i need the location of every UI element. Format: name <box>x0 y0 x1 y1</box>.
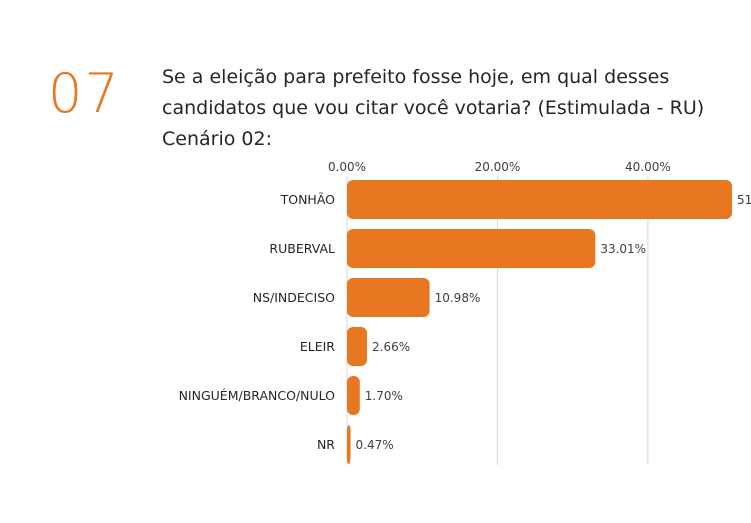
category-label: NINGUÉM/BRANCO/NULO <box>179 388 336 403</box>
bar <box>347 229 596 268</box>
category-label: NS/INDECISO <box>253 290 335 305</box>
x-tick-label: 20.00% <box>475 160 521 174</box>
value-label: 1.70% <box>365 389 403 403</box>
value-label: 2.66% <box>372 340 410 354</box>
value-label: 51.18% <box>737 193 751 207</box>
x-tick-label: 0.00% <box>328 160 366 174</box>
question-text: Se a eleição para prefeito fosse hoje, e… <box>162 66 705 150</box>
x-tick-label: 40.00% <box>625 160 671 174</box>
question-number: 07 <box>48 62 121 125</box>
value-label: 10.98% <box>435 291 481 305</box>
category-label: TONHÃO <box>280 192 336 207</box>
bar <box>347 425 351 464</box>
bar <box>347 180 732 219</box>
bar <box>347 327 368 366</box>
category-label: ELEIR <box>300 339 335 354</box>
bar <box>347 376 360 415</box>
value-label: 0.47% <box>356 438 394 452</box>
bar <box>347 278 430 317</box>
value-label: 33.01% <box>600 242 646 256</box>
category-label: RUBERVAL <box>269 241 335 256</box>
category-label: NR <box>317 437 335 452</box>
